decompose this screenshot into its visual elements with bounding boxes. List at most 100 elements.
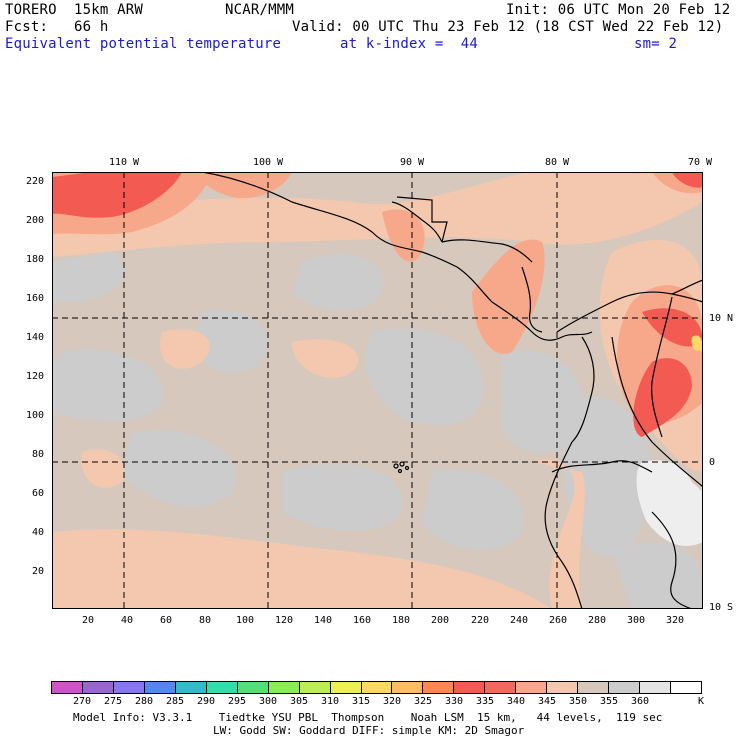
cool-region — [52, 252, 125, 302]
colorbar-swatch — [671, 682, 702, 693]
y-tick: 20 — [31, 566, 44, 577]
y-tick: 40 — [31, 527, 44, 538]
model-title: TORERO 15km ARW — [5, 2, 144, 18]
colorbar-label: 335 — [475, 696, 495, 707]
y-tick: 220 — [25, 176, 44, 187]
colorbar-label: 355 — [599, 696, 619, 707]
colorbar-label: 325 — [413, 696, 433, 707]
x-tick: 200 — [430, 615, 450, 626]
field-shading — [52, 172, 703, 609]
x-tick: 300 — [626, 615, 646, 626]
y-tick: 140 — [25, 332, 44, 343]
warm-region — [292, 339, 359, 378]
colorbar-label: 345 — [537, 696, 557, 707]
warm-core — [691, 335, 703, 352]
colorbar-label: 290 — [196, 696, 216, 707]
warm-region — [532, 459, 585, 609]
coastline-mexico-central-america — [201, 172, 593, 341]
smoothing-label: sm= 2 — [634, 36, 678, 52]
lon-label-70w: 70 W — [687, 157, 713, 168]
y-tick: 200 — [25, 215, 44, 226]
galapagos-island — [393, 463, 399, 469]
red-region — [633, 358, 692, 437]
theta-e-map — [52, 172, 703, 609]
y-tick: 60 — [31, 488, 44, 499]
colorbar-swatch — [82, 682, 114, 693]
cool-region — [561, 396, 652, 558]
level-label: at k-index = 44 — [340, 36, 479, 52]
field-name: Equivalent potential temperature — [5, 36, 282, 52]
valid-time: Valid: 00 UTC Thu 23 Feb 12 (18 CST Wed … — [292, 19, 724, 35]
colorbar-swatch — [547, 682, 579, 693]
coastline-venezuela — [671, 279, 703, 295]
warm-region — [52, 529, 552, 609]
orange-region — [382, 209, 425, 262]
lon-label-80w: 80 W — [544, 157, 570, 168]
colorbar-swatch — [640, 682, 672, 693]
colorbar-label: 305 — [289, 696, 309, 707]
cool-region — [365, 328, 484, 426]
colorbar-swatch — [52, 682, 83, 693]
colorbar-label: 360 — [630, 696, 650, 707]
coastline-nicaragua — [521, 266, 543, 333]
institution-label: NCAR/MMM — [225, 2, 295, 18]
coastline-colombia — [556, 291, 703, 333]
coastline-honduras — [441, 239, 533, 263]
x-tick: 160 — [352, 615, 372, 626]
x-tick: 320 — [665, 615, 685, 626]
colorbar-swatch — [113, 682, 145, 693]
colorbar-label: 270 — [72, 696, 92, 707]
colorbar-swatch — [609, 682, 641, 693]
border-guatemala — [396, 196, 448, 243]
colorbar-label: 350 — [568, 696, 588, 707]
orange-region — [192, 172, 292, 199]
warm-region — [52, 172, 703, 257]
warm-region — [160, 329, 210, 369]
model-info: Model Info: V3.3.1 Tiedtke YSU PBL Thomp… — [73, 711, 663, 724]
colorbar-swatch — [299, 682, 331, 693]
coastline-colombia-pacific — [571, 336, 595, 443]
y-tick: 180 — [25, 254, 44, 265]
cool-core — [652, 508, 688, 541]
y-tick: 120 — [25, 371, 44, 382]
cool-region — [122, 430, 236, 507]
colorbar-label: 330 — [444, 696, 464, 707]
y-tick: 80 — [31, 449, 44, 460]
lon-label-90w: 90 W — [399, 157, 425, 168]
colorbar-label: 275 — [103, 696, 123, 707]
graticule — [52, 172, 703, 609]
orange-region — [472, 239, 545, 354]
colorbar-swatch — [206, 682, 238, 693]
cool-region — [282, 464, 404, 531]
cool-region — [422, 470, 524, 551]
x-tick: 280 — [587, 615, 607, 626]
lon-label-110w: 110 W — [108, 157, 140, 168]
lat-label-10s: 10 S — [709, 602, 734, 613]
colorbar-swatch — [392, 682, 424, 693]
colorbar-swatch — [516, 682, 548, 693]
red-region — [672, 172, 703, 188]
cool-region — [52, 349, 164, 422]
colorbar-swatch — [454, 682, 486, 693]
lon-label-100w: 100 W — [252, 157, 284, 168]
colorbar-label: 320 — [382, 696, 402, 707]
physics-info: LW: Godd SW: Goddard DIFF: simple KM: 2D… — [213, 724, 525, 737]
x-tick: 60 — [159, 615, 173, 626]
cool-region — [612, 542, 703, 609]
lat-label-0: 0 — [709, 457, 716, 468]
red-region — [52, 172, 182, 218]
cool-region — [292, 253, 384, 311]
x-tick: 140 — [313, 615, 333, 626]
x-tick: 80 — [198, 615, 212, 626]
x-tick: 260 — [548, 615, 568, 626]
galapagos-island — [404, 465, 410, 471]
colorbar-label: 280 — [134, 696, 154, 707]
galapagos-island — [397, 468, 403, 474]
colorbar-swatch — [578, 682, 610, 693]
map-frame — [52, 172, 703, 609]
colorbar-label: 295 — [227, 696, 247, 707]
colorbar-label: 310 — [320, 696, 340, 707]
x-tick: 100 — [235, 615, 255, 626]
colorbar-swatch — [361, 682, 393, 693]
colorbar-label: 315 — [351, 696, 371, 707]
